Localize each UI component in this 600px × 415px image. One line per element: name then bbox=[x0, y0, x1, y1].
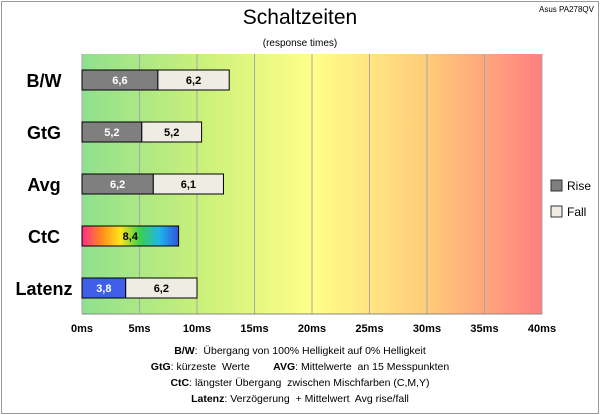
category-label: CtC bbox=[28, 227, 60, 247]
note-ctc: CtC: längster Übergang zwischen Mischfar… bbox=[170, 377, 430, 389]
rise-value-label: 6,6 bbox=[112, 75, 127, 87]
rise-value-label: 5,2 bbox=[104, 127, 119, 139]
latency-avg-bar bbox=[125, 277, 198, 299]
chart-notes: B/W: Übergang von 100% Helligkeit auf 0%… bbox=[0, 343, 600, 407]
x-tick-label: 30ms bbox=[413, 323, 441, 335]
latency-value-label: 3,8 bbox=[96, 283, 111, 295]
legend-swatch-rise bbox=[550, 179, 563, 192]
chart-title: Schaltzeiten bbox=[242, 6, 358, 29]
x-tick-label: 20ms bbox=[298, 323, 326, 335]
x-tick-label: 10ms bbox=[183, 323, 211, 335]
ctc-value-label: 8,4 bbox=[123, 231, 139, 243]
x-tick-label: 0ms bbox=[71, 323, 93, 335]
rise-value-label: 6,2 bbox=[110, 179, 125, 191]
fall-bar bbox=[157, 69, 230, 91]
latency-avg-label: 6,2 bbox=[154, 283, 169, 295]
legend-swatch-fall bbox=[550, 205, 563, 218]
x-tick-label: 15ms bbox=[240, 323, 268, 335]
fall-value-label: 6,2 bbox=[186, 75, 201, 87]
ctc-bar bbox=[81, 225, 180, 247]
x-tick-label: 40ms bbox=[528, 323, 556, 335]
note-latenz: Latenz: Verzögerung + Mittelwert Avg ris… bbox=[191, 393, 409, 405]
chart-subtitle: (response times) bbox=[262, 38, 338, 49]
fall-value-label: 5,2 bbox=[164, 127, 179, 139]
fall-value-label: 6,1 bbox=[181, 179, 196, 191]
monitor-model-label: Asus PA278QV bbox=[539, 5, 594, 14]
legend-label-fall: Fall bbox=[567, 205, 586, 219]
note-bw: B/W: Übergang von 100% Helligkeit auf 0%… bbox=[174, 345, 426, 357]
x-tick-label: 5ms bbox=[128, 323, 150, 335]
category-label: B/W bbox=[27, 71, 62, 91]
note-gtg-avg: GtG: kürzeste Werte AVG: Mittelwerte an … bbox=[150, 361, 450, 373]
x-tick-label: 35ms bbox=[470, 323, 498, 335]
x-tick-label: 25ms bbox=[355, 323, 383, 335]
category-label: Latenz bbox=[15, 279, 72, 299]
fall-bar bbox=[152, 173, 224, 195]
category-label: Avg bbox=[27, 175, 60, 195]
legend-label-rise: Rise bbox=[567, 179, 591, 193]
fall-bar bbox=[141, 121, 203, 143]
category-label: GtG bbox=[27, 123, 61, 143]
